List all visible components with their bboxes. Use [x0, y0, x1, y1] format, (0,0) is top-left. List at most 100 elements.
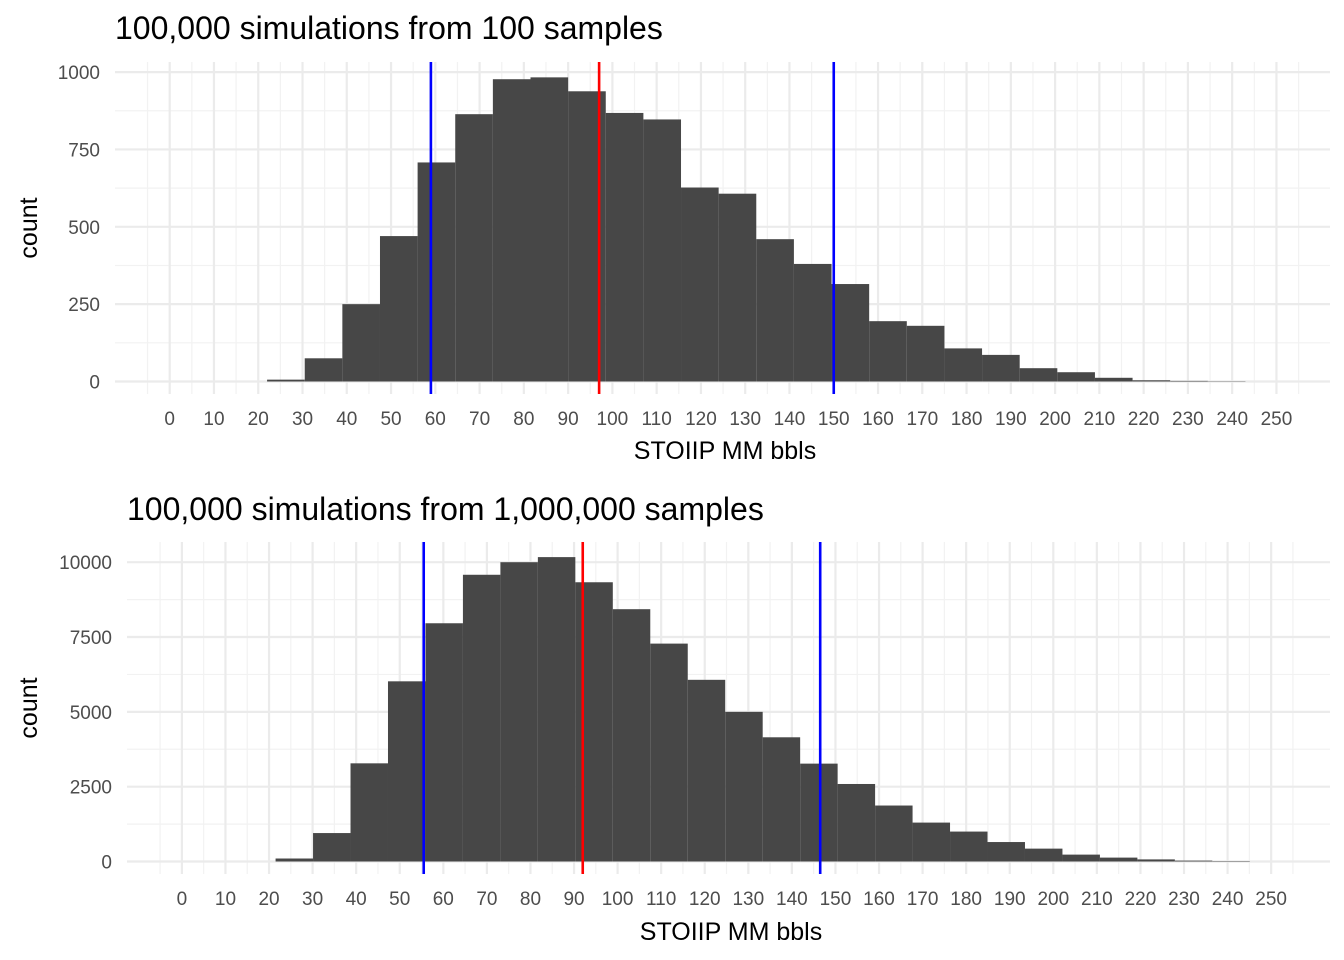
histogram-bar — [1137, 859, 1175, 862]
histogram-bar — [831, 284, 870, 382]
x-tick-label: 70 — [469, 409, 490, 430]
x-tick-label: 50 — [380, 409, 401, 430]
x-tick-label: 240 — [1216, 409, 1248, 430]
x-tick-label: 20 — [258, 889, 279, 910]
x-tick-label: 40 — [346, 889, 367, 910]
y-tick-label: 0 — [101, 853, 112, 874]
x-tick-label: 0 — [164, 409, 175, 430]
y-tick-label: 0 — [89, 373, 100, 394]
histogram-panel-bottom: 100,000 simulations from 1,000,000 sampl… — [15, 491, 1330, 946]
histogram-bar — [912, 822, 951, 862]
x-tick-label: 60 — [425, 409, 446, 430]
y-tick-label: 250 — [68, 295, 100, 316]
histogram-bar — [455, 114, 493, 382]
x-tick-label: 50 — [389, 889, 410, 910]
x-tick-labels: 0 10 20 30 40 50 60 70 80 90 100 110 120 130 140 150 160… — [164, 409, 1292, 430]
histogram-bar — [575, 582, 613, 862]
histogram-bar — [267, 379, 305, 382]
x-tick-label: 0 — [177, 889, 188, 910]
histogram-bar — [605, 112, 644, 382]
x-tick-label: 80 — [520, 889, 541, 910]
x-tick-label: 250 — [1261, 409, 1293, 430]
y-tick-label: 2500 — [70, 778, 112, 799]
histogram-bar — [1094, 377, 1133, 382]
x-tick-label: 190 — [994, 889, 1026, 910]
x-tick-label: 160 — [863, 889, 895, 910]
y-axis-title: count — [15, 197, 43, 258]
histogram-bar — [982, 354, 1020, 382]
x-tick-label: 180 — [951, 409, 983, 430]
histogram-bar — [1057, 372, 1095, 382]
histogram-bar — [793, 263, 832, 382]
x-tick-label: 140 — [776, 889, 808, 910]
x-tick-label: 90 — [563, 889, 584, 910]
histogram-bar — [530, 77, 569, 382]
x-tick-label: 190 — [995, 409, 1027, 430]
histogram-bar — [1062, 854, 1100, 862]
histogram-bar — [379, 236, 418, 382]
x-tick-label: 10 — [215, 889, 236, 910]
histogram-bar — [1170, 380, 1208, 382]
x-tick-labels: 0 10 20 30 40 50 60 70 80 90 100 110 120 130 140 150 160… — [177, 889, 1287, 910]
y-tick-label: 5000 — [70, 703, 112, 724]
histogram-bar — [681, 187, 719, 382]
histogram-bar — [417, 162, 456, 382]
histogram-bar — [950, 831, 988, 862]
y-tick-labels: 0 2500 5000 7500 10000 — [59, 553, 112, 873]
histogram-bar — [869, 321, 907, 382]
x-tick-label: 210 — [1081, 889, 1113, 910]
x-tick-label: 70 — [476, 889, 497, 910]
reference-lines — [429, 62, 836, 394]
y-tick-label: 10000 — [59, 553, 112, 574]
y-tick-label: 7500 — [70, 628, 112, 649]
histogram-bar — [1132, 380, 1171, 382]
histogram-bar — [350, 763, 388, 862]
histogram-bar — [500, 562, 538, 862]
y-tick-label: 750 — [68, 140, 100, 161]
histogram-bar — [492, 79, 531, 382]
x-tick-label: 230 — [1168, 889, 1200, 910]
x-tick-label: 250 — [1255, 889, 1287, 910]
histogram-bar — [944, 348, 983, 382]
histogram-bar — [906, 325, 945, 382]
x-tick-label: 170 — [907, 889, 939, 910]
histogram-bar — [762, 737, 801, 862]
x-tick-label: 30 — [292, 409, 313, 430]
x-tick-label: 180 — [950, 889, 982, 910]
histogram-bar — [537, 557, 576, 862]
histogram-bar — [875, 805, 913, 862]
histogram-bar — [304, 358, 343, 382]
x-tick-label: 140 — [774, 409, 806, 430]
x-tick-label: 230 — [1172, 409, 1204, 430]
x-tick-label: 100 — [597, 409, 629, 430]
histogram-bar — [1024, 848, 1063, 862]
y-axis-title: count — [15, 677, 43, 738]
histogram-bar — [756, 239, 794, 382]
x-tick-label: 110 — [646, 889, 676, 910]
x-tick-label: 210 — [1084, 409, 1116, 430]
x-tick-label: 90 — [558, 409, 579, 430]
histogram-bar — [643, 119, 682, 382]
x-tick-label: 30 — [302, 889, 323, 910]
histogram-bar — [387, 681, 426, 862]
histogram-bar — [1019, 368, 1058, 382]
x-tick-label: 220 — [1125, 889, 1157, 910]
histogram-panel-top: 100,000 simulations from 100 samples 0 25… — [15, 10, 1330, 465]
histogram-bar — [687, 679, 726, 862]
x-tick-label: 240 — [1212, 889, 1244, 910]
y-tick-label: 1000 — [58, 63, 100, 84]
x-tick-label: 80 — [513, 409, 534, 430]
histogram-bar — [800, 763, 838, 862]
x-tick-label: 60 — [433, 889, 454, 910]
x-tick-label: 10 — [203, 409, 224, 430]
histogram-bar — [462, 574, 501, 862]
x-tick-label: 150 — [820, 889, 852, 910]
x-tick-label: 100 — [602, 889, 634, 910]
histogram-bar — [425, 623, 463, 862]
x-tick-label: 40 — [336, 409, 357, 430]
histogram-bar — [725, 711, 763, 862]
x-tick-label: 130 — [729, 409, 761, 430]
histogram-bar — [612, 609, 651, 862]
x-tick-label: 200 — [1037, 889, 1069, 910]
